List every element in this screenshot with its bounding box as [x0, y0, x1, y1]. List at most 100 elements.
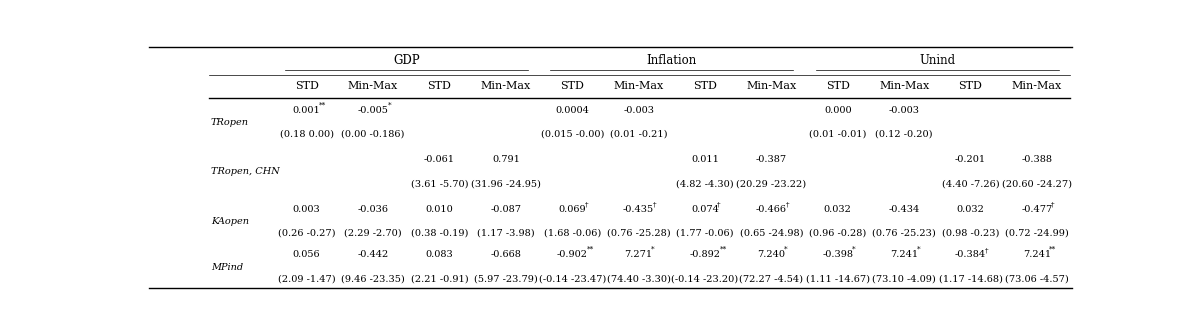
Text: Min-Max: Min-Max — [481, 81, 531, 91]
Text: STD: STD — [294, 81, 319, 91]
Text: **: ** — [587, 246, 594, 254]
Text: -0.003: -0.003 — [623, 106, 654, 115]
Text: STD: STD — [825, 81, 849, 91]
Text: **: ** — [719, 246, 727, 254]
Text: 0.011: 0.011 — [691, 155, 719, 164]
Text: †: † — [585, 200, 588, 208]
Text: -0.384: -0.384 — [955, 250, 986, 259]
Text: 7.241: 7.241 — [890, 250, 918, 259]
Text: -0.477: -0.477 — [1021, 205, 1053, 214]
Text: (73.06 -4.57): (73.06 -4.57) — [1005, 275, 1068, 284]
Text: -0.201: -0.201 — [955, 155, 986, 164]
Text: Min-Max: Min-Max — [879, 81, 929, 91]
Text: -0.061: -0.061 — [424, 155, 455, 164]
Text: STD: STD — [428, 81, 451, 91]
Text: *: * — [387, 101, 391, 109]
Text: -0.435: -0.435 — [623, 205, 654, 214]
Text: (0.01 -0.21): (0.01 -0.21) — [610, 130, 667, 139]
Text: (-0.14 -23.47): (-0.14 -23.47) — [538, 275, 606, 284]
Text: (1.68 -0.06): (1.68 -0.06) — [543, 229, 600, 238]
Text: (1.17 -3.98): (1.17 -3.98) — [478, 229, 535, 238]
Text: 0.069: 0.069 — [559, 205, 586, 214]
Text: 0.001: 0.001 — [293, 106, 320, 115]
Text: (2.21 -0.91): (2.21 -0.91) — [411, 275, 468, 284]
Text: 0.791: 0.791 — [492, 155, 519, 164]
Text: (73.10 -4.09): (73.10 -4.09) — [872, 275, 936, 284]
Text: 0.000: 0.000 — [824, 106, 852, 115]
Text: **: ** — [1049, 246, 1056, 254]
Text: (3.61 -5.70): (3.61 -5.70) — [411, 179, 468, 188]
Text: (0.96 -0.28): (0.96 -0.28) — [809, 229, 866, 238]
Text: (0.015 -0.00): (0.015 -0.00) — [541, 130, 604, 139]
Text: -0.902: -0.902 — [556, 250, 587, 259]
Text: (2.09 -1.47): (2.09 -1.47) — [278, 275, 336, 284]
Text: Unind: Unind — [919, 54, 955, 67]
Text: 7.271: 7.271 — [624, 250, 653, 259]
Text: 7.241: 7.241 — [1023, 250, 1050, 259]
Text: †: † — [1052, 200, 1055, 208]
Text: (72.27 -4.54): (72.27 -4.54) — [740, 275, 804, 284]
Text: 7.240: 7.240 — [757, 250, 785, 259]
Text: 0.074: 0.074 — [691, 205, 719, 214]
Text: (1.77 -0.06): (1.77 -0.06) — [676, 229, 734, 238]
Text: (0.18 0.00): (0.18 0.00) — [280, 130, 333, 139]
Text: (0.76 -25.28): (0.76 -25.28) — [606, 229, 671, 238]
Text: *: * — [784, 246, 787, 254]
Text: *: * — [916, 246, 919, 254]
Text: 0.0004: 0.0004 — [555, 106, 590, 115]
Text: (0.12 -0.20): (0.12 -0.20) — [875, 130, 933, 139]
Text: -0.892: -0.892 — [690, 250, 721, 259]
Text: †: † — [653, 200, 656, 208]
Text: 0.003: 0.003 — [293, 205, 320, 214]
Text: (9.46 -23.35): (9.46 -23.35) — [341, 275, 405, 284]
Text: STD: STD — [560, 81, 584, 91]
Text: (20.29 -23.22): (20.29 -23.22) — [736, 179, 806, 188]
Text: -0.087: -0.087 — [491, 205, 522, 214]
Text: †: † — [786, 200, 790, 208]
Text: (1.17 -14.68): (1.17 -14.68) — [939, 275, 1003, 284]
Text: Inflation: Inflation — [647, 54, 697, 67]
Text: (4.40 -7.26): (4.40 -7.26) — [942, 179, 999, 188]
Text: -0.388: -0.388 — [1022, 155, 1053, 164]
Text: (4.82 -4.30): (4.82 -4.30) — [676, 179, 734, 188]
Text: (0.00 -0.186): (0.00 -0.186) — [342, 130, 405, 139]
Text: (31.96 -24.95): (31.96 -24.95) — [470, 179, 541, 188]
Text: (1.11 -14.67): (1.11 -14.67) — [806, 275, 869, 284]
Text: (20.60 -24.27): (20.60 -24.27) — [1002, 179, 1072, 188]
Text: (-0.14 -23.20): (-0.14 -23.20) — [672, 275, 738, 284]
Text: -0.668: -0.668 — [491, 250, 522, 259]
Text: Min-Max: Min-Max — [747, 81, 797, 91]
Text: TRopen: TRopen — [211, 118, 249, 127]
Text: (74.40 -3.30): (74.40 -3.30) — [606, 275, 671, 284]
Text: Min-Max: Min-Max — [348, 81, 398, 91]
Text: *: * — [650, 246, 654, 254]
Text: (5.97 -23.79): (5.97 -23.79) — [474, 275, 537, 284]
Text: -0.434: -0.434 — [888, 205, 919, 214]
Text: 0.083: 0.083 — [425, 250, 454, 259]
Text: (0.38 -0.19): (0.38 -0.19) — [411, 229, 468, 238]
Text: (0.65 -24.98): (0.65 -24.98) — [740, 229, 803, 238]
Text: *: * — [852, 246, 856, 254]
Text: TRopen, CHN: TRopen, CHN — [211, 167, 280, 176]
Text: (0.01 -0.01): (0.01 -0.01) — [809, 130, 866, 139]
Text: -0.387: -0.387 — [756, 155, 787, 164]
Text: (0.72 -24.99): (0.72 -24.99) — [1005, 229, 1068, 238]
Text: -0.005: -0.005 — [357, 106, 388, 115]
Text: -0.003: -0.003 — [888, 106, 919, 115]
Text: (0.76 -25.23): (0.76 -25.23) — [872, 229, 936, 238]
Text: STD: STD — [693, 81, 717, 91]
Text: MPind: MPind — [211, 262, 243, 272]
Text: 0.056: 0.056 — [293, 250, 320, 259]
Text: GDP: GDP — [393, 54, 419, 67]
Text: 0.010: 0.010 — [425, 205, 454, 214]
Text: (0.26 -0.27): (0.26 -0.27) — [278, 229, 336, 238]
Text: Min-Max: Min-Max — [1011, 81, 1062, 91]
Text: 0.032: 0.032 — [956, 205, 985, 214]
Text: 0.032: 0.032 — [824, 205, 852, 214]
Text: -0.442: -0.442 — [357, 250, 388, 259]
Text: Min-Max: Min-Max — [613, 81, 663, 91]
Text: †: † — [985, 246, 989, 254]
Text: (2.29 -2.70): (2.29 -2.70) — [344, 229, 401, 238]
Text: KAopen: KAopen — [211, 217, 249, 226]
Text: **: ** — [319, 101, 326, 109]
